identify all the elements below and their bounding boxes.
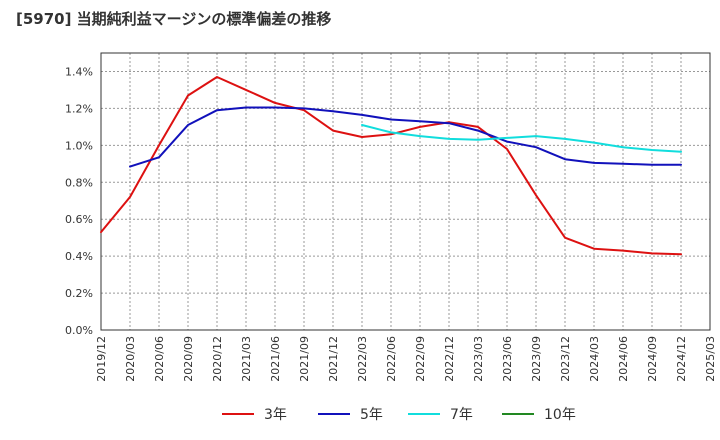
x-tick-label: 2020/03 <box>124 336 137 382</box>
x-tick-label: 2021/06 <box>269 336 282 382</box>
x-tick-label: 2022/06 <box>385 336 398 382</box>
legend-label: 3年 <box>264 407 287 423</box>
x-tick-label: 2020/09 <box>182 336 195 382</box>
x-tick-label: 2020/12 <box>211 336 224 382</box>
x-tick-label: 2022/03 <box>356 336 369 382</box>
x-tick-label: 2021/09 <box>298 336 311 382</box>
x-tick-label: 2022/12 <box>443 336 456 382</box>
x-tick-label: 2025/03 <box>704 336 717 382</box>
x-tick-label: 2023/06 <box>501 336 514 382</box>
grid-lines <box>100 53 711 331</box>
x-tick-label: 2021/03 <box>240 336 253 382</box>
x-tick-label: 2020/06 <box>153 336 166 382</box>
plot-area-frame <box>100 52 711 331</box>
series-line <box>361 124 682 153</box>
x-tick-label: 2024/09 <box>646 336 659 382</box>
series-lines <box>100 76 682 256</box>
x-tick-label: 2024/12 <box>675 336 688 382</box>
y-tick-label: 0.8% <box>65 176 93 189</box>
x-tick-label: 2023/09 <box>530 336 543 382</box>
y-tick-label: 0.0% <box>65 324 93 337</box>
x-tick-label: 2023/03 <box>472 336 485 382</box>
x-tick-label: 2024/06 <box>617 336 630 382</box>
x-tick-label: 2023/12 <box>559 336 572 382</box>
y-tick-label: 1.4% <box>65 65 93 78</box>
x-tick-label: 2024/03 <box>588 336 601 382</box>
x-tick-label: 2019/12 <box>95 336 108 382</box>
y-tick-label: 1.0% <box>65 139 93 152</box>
x-tick-label: 2022/09 <box>414 336 427 382</box>
series-line <box>129 106 682 168</box>
legend-label: 5年 <box>360 407 383 423</box>
y-tick-label: 0.2% <box>65 287 93 300</box>
y-tick-label: 0.6% <box>65 213 93 226</box>
series-line <box>100 76 682 256</box>
y-tick-label: 1.2% <box>65 102 93 115</box>
legend: 3年 5年 7年 10年 <box>222 407 576 423</box>
x-axis-ticks: 2019/12 2020/03 2020/06 2020/09 2020/12 2021/… <box>95 336 717 382</box>
legend-label: 10年 <box>544 407 576 423</box>
y-axis-ticks: 0.0% 0.2% 0.4% 0.6% 0.8% 1.0% 1.2% 1.4% <box>65 65 93 337</box>
chart-title: [5970] 当期純利益マージンの標準偏差の推移 <box>16 10 332 28</box>
legend-label: 7年 <box>450 407 473 423</box>
y-tick-label: 0.4% <box>65 250 93 263</box>
x-tick-label: 2021/12 <box>327 336 340 382</box>
